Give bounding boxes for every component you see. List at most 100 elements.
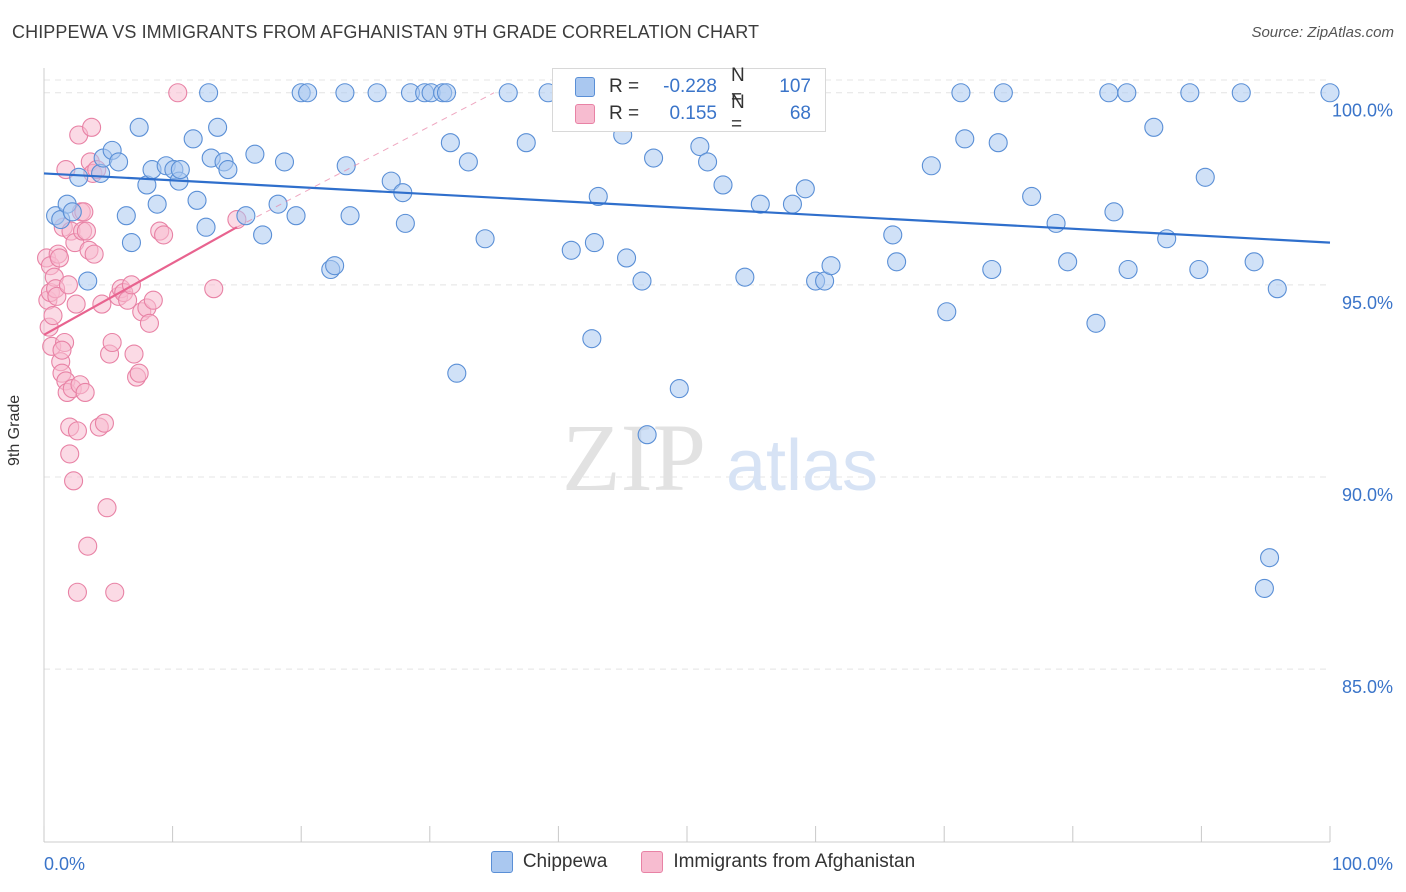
chippewa-point: [735, 267, 755, 287]
chippewa-point: [199, 83, 219, 103]
chippewa-point: [475, 229, 495, 249]
chippewa-point: [170, 160, 190, 180]
chippewa-point: [1104, 202, 1124, 222]
chippewa-point: [336, 156, 356, 176]
r-label: R =: [609, 76, 640, 97]
afghan-point: [129, 363, 149, 383]
chippewa-trend-line: [43, 172, 1331, 244]
y-tick-label: 100.0%: [1332, 101, 1393, 121]
legend-label: Chippewa: [522, 851, 608, 872]
n-label: N =: [731, 65, 745, 108]
chippewa-point: [286, 206, 306, 226]
x-tick-labels: 0.0% 100.0%: [44, 854, 1393, 874]
chippewa-point: [951, 83, 971, 103]
chippewa-point: [883, 225, 903, 245]
chippewa-point: [669, 379, 689, 399]
series-afghanistan: [37, 83, 247, 602]
chippewa-point: [325, 256, 345, 276]
chippewa-point: [335, 83, 355, 103]
chippewa-point: [274, 152, 295, 172]
chippewa-point: [218, 160, 238, 180]
afghan-point: [124, 344, 144, 364]
n-value: 68: [789, 103, 811, 124]
chippewa-point: [1144, 117, 1164, 137]
chippewa-point: [458, 152, 478, 172]
afghan-point: [64, 471, 84, 491]
chippewa-point: [116, 206, 136, 226]
afghan-point: [154, 225, 174, 245]
source-label: Source: ZipAtlas.com: [1251, 24, 1394, 41]
chippewa-point: [498, 83, 518, 103]
watermark-zip: ZIP: [562, 404, 706, 511]
x-tick-label: 100.0%: [1332, 854, 1393, 874]
afghan-point: [94, 413, 114, 433]
chippewa-point: [1046, 213, 1066, 233]
n-label: N =: [731, 92, 745, 135]
chippewa-point: [937, 302, 957, 322]
chippewa-point: [988, 133, 1008, 153]
chippewa-point: [982, 259, 1002, 280]
chippewa-point: [129, 117, 149, 137]
chippewa-point: [367, 83, 387, 103]
afghan-point: [84, 244, 104, 264]
legend-item-chippewa[interactable]: Chippewa: [490, 851, 608, 873]
chippewa-point: [698, 152, 718, 172]
afghan-trend-extension: [236, 92, 495, 228]
y-tick-label: 90.0%: [1342, 485, 1393, 505]
y-tick-label: 95.0%: [1342, 293, 1393, 313]
afghan-swatch: [575, 104, 595, 124]
chippewa-point: [1058, 252, 1078, 272]
afghan-point: [76, 221, 96, 241]
chippewa-point: [236, 206, 256, 226]
chippewa-point: [713, 175, 733, 195]
afghan-point: [67, 582, 87, 602]
chippewa-point: [795, 179, 815, 199]
afghan-point: [204, 279, 224, 299]
chippewa-point: [821, 256, 841, 276]
watermark-atlas: atlas: [726, 426, 878, 506]
chippewa-point: [955, 129, 975, 149]
afghan-point: [105, 582, 125, 602]
chippewa-point: [298, 83, 318, 103]
afghan-point: [60, 444, 80, 464]
chippewa-point: [147, 194, 167, 214]
r-value: 0.155: [669, 103, 717, 124]
stats-row-chippewa: R = -0.228 N = 107: [575, 65, 811, 108]
chippewa-point: [993, 83, 1013, 103]
afghan-point: [66, 294, 86, 314]
chippewa-point: [62, 202, 82, 222]
chippewa-point: [1195, 167, 1215, 187]
chippewa-point: [69, 167, 89, 187]
chippewa-point: [1254, 578, 1274, 598]
afghan-point: [58, 275, 78, 295]
legend-item-afghanistan[interactable]: Immigrants from Afghanistan: [641, 851, 915, 873]
afghan-point: [168, 83, 188, 103]
chippewa-point: [1099, 83, 1119, 103]
chippewa-point: [516, 133, 536, 153]
bottom-legend: Chippewa Immigrants from Afghanistan: [0, 851, 1406, 873]
chippewa-point: [617, 248, 637, 268]
chippewa-point: [1267, 279, 1287, 299]
afghan-point: [52, 340, 72, 360]
chippewa-point: [253, 225, 273, 245]
y-tick-labels: 85.0% 90.0% 95.0% 100.0%: [1332, 101, 1393, 697]
afghan-point: [43, 306, 63, 326]
series-chippewa: [46, 83, 1340, 598]
chippewa-point: [1260, 548, 1280, 568]
chippewa-point: [381, 171, 401, 191]
afghan-point: [75, 382, 95, 402]
chippewa-point: [447, 363, 467, 383]
chippewa-point: [196, 217, 216, 237]
chippewa-point: [632, 271, 652, 291]
chippewa-point: [1180, 83, 1200, 103]
chippewa-point: [1189, 259, 1209, 280]
x-tick-label: 0.0%: [44, 854, 85, 874]
chippewa-point: [340, 206, 360, 226]
afghan-trend-line: [43, 226, 238, 336]
afghan-point: [102, 332, 122, 353]
chippewa-point: [268, 194, 288, 214]
chippewa-point: [1086, 313, 1106, 333]
chippewa-point: [1118, 259, 1138, 280]
chippewa-point: [887, 252, 907, 272]
